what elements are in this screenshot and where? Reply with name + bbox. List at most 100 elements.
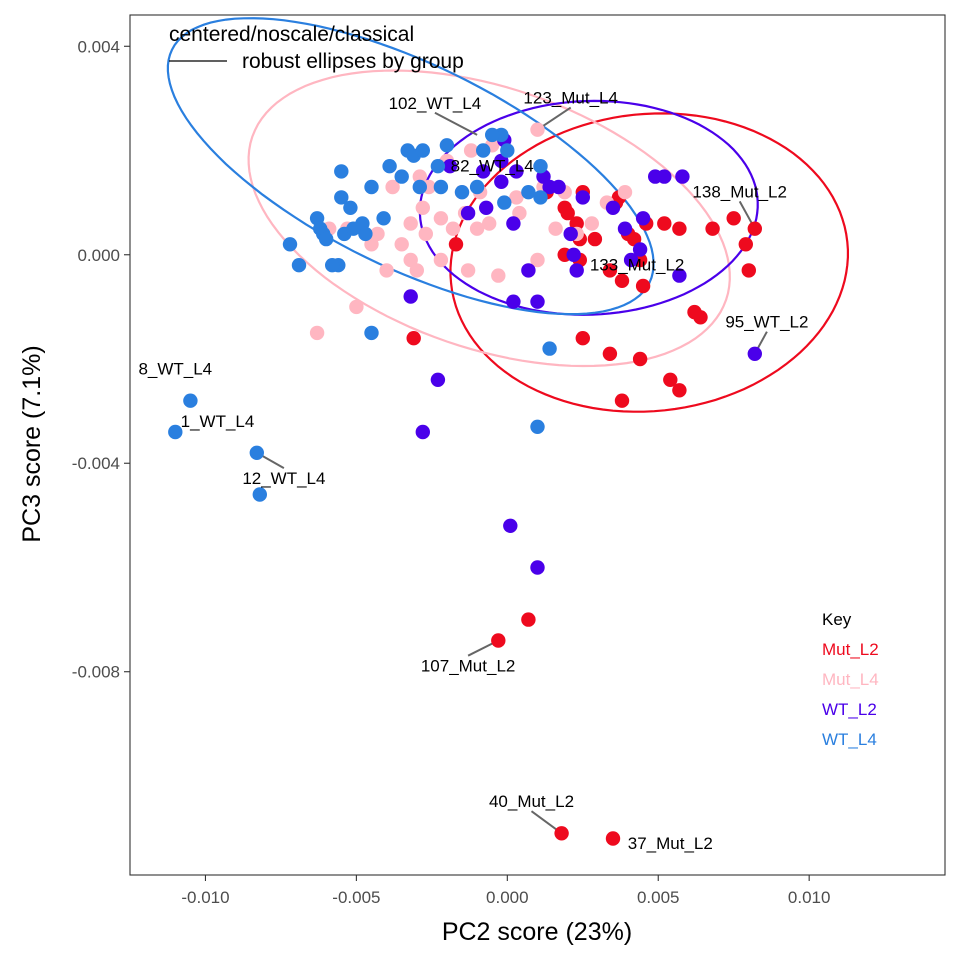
subtitle-line-1: centered/noscale/classical — [169, 23, 414, 46]
legend-item-mut-l4: Mut_L4 — [822, 670, 879, 689]
x-axis-title: PC2 score (23%) — [442, 918, 632, 946]
point-wt-l4 — [364, 179, 379, 195]
point-wt-l4 — [433, 179, 449, 195]
x-tick-label: 0.010 — [788, 888, 831, 907]
point-mut-l2 — [626, 231, 642, 247]
point-wt-l2 — [403, 289, 418, 304]
point-wt-l4 — [430, 159, 446, 174]
point-mut-l4 — [433, 252, 449, 268]
y-tick-label: -0.008 — [72, 663, 120, 682]
point-mut-l4 — [433, 211, 449, 226]
y-tick-label: 0.000 — [77, 246, 120, 265]
point-wt-l2 — [530, 560, 545, 575]
axes-layer: -0.010 -0.005 0.000 0.005 0.010 0.004 0.000 -0.… — [72, 37, 831, 907]
point-wt-l4 — [542, 341, 557, 356]
panel-border — [129, 14, 946, 876]
ellipse-mut-l2 — [449, 112, 849, 413]
point-wt-l2 — [521, 263, 536, 278]
point-wt-l2 — [509, 164, 524, 179]
point-wt-l4 — [454, 185, 470, 200]
point-mut-l2 — [560, 205, 575, 221]
point-wt-l4 — [291, 258, 307, 273]
point-mut-l4 — [469, 221, 485, 236]
point-wt-l2 — [476, 164, 491, 179]
point-wt-l2 — [442, 159, 458, 174]
point-mut-l4 — [584, 216, 599, 231]
point-wt-l2 — [506, 294, 521, 309]
point-wt-l2 — [635, 211, 651, 226]
point-wt-l2 — [747, 346, 762, 361]
point-mut-l2 — [521, 612, 536, 627]
point-mut-l4 — [617, 185, 633, 200]
point-mut-l4 — [409, 263, 424, 278]
point-label: 138_Mut_L2 — [692, 182, 787, 201]
point-label: 1_WT_L4 — [181, 412, 255, 431]
legend: Key Mut_L2 Mut_L4 WT_L2 WT_L4 — [822, 610, 879, 749]
leader-line — [434, 111, 478, 136]
point-wt-l4 — [334, 190, 349, 205]
point-mut-l4 — [364, 237, 379, 252]
legend-item-wt-l2: WT_L2 — [822, 700, 877, 719]
point-wt-l4 — [346, 221, 361, 236]
point-label: 123_Mut_L4 — [523, 89, 618, 108]
point-wt-l4 — [533, 190, 548, 205]
point-mut-l2 — [705, 221, 720, 236]
point-wt-l2 — [494, 174, 509, 189]
point-mut-l2 — [602, 346, 618, 361]
point-mut-l4 — [530, 252, 545, 268]
point-mut-l2 — [406, 331, 421, 346]
point-mut-l4 — [349, 299, 364, 315]
point-wt-l2 — [563, 226, 578, 242]
y-axis-title: PC3 score (7.1%) — [18, 345, 46, 542]
legend-item-wt-l4: WT_L4 — [822, 730, 877, 749]
point-mut-l4 — [412, 169, 427, 184]
point-wt-l2 — [479, 200, 494, 215]
point-mut-l4 — [394, 237, 409, 252]
point-mut-l2 — [687, 304, 702, 320]
point-label: 40_Mut_L2 — [489, 792, 574, 811]
y-tick-label: 0.004 — [77, 37, 120, 56]
legend-title: Key — [822, 610, 852, 629]
point-wt-l2 — [494, 153, 509, 169]
point-mut-l2 — [587, 231, 603, 247]
ellipse-mut-l4 — [247, 69, 731, 368]
point-wt-l2 — [632, 242, 648, 257]
point-mut-l2 — [614, 393, 630, 408]
point-label: 8_WT_L4 — [138, 360, 212, 379]
point-mut-l4 — [403, 252, 418, 268]
point-wt-l4 — [497, 195, 512, 210]
point-label: 12_WT_L4 — [242, 469, 325, 488]
point-wt-l4 — [249, 445, 264, 460]
point-mut-l2 — [663, 372, 678, 387]
point-mut-l4 — [463, 143, 479, 158]
point-label: 82_WT_L4 — [451, 156, 534, 175]
point-mut-l2 — [554, 826, 569, 841]
point-wt-l4 — [382, 159, 397, 174]
point-mut-l4 — [445, 221, 461, 236]
point-wt-l4 — [439, 138, 455, 153]
point-mut-l4 — [403, 216, 418, 231]
point-mut-l4 — [491, 268, 506, 283]
point-mut-l2 — [747, 221, 762, 236]
point-wt-l4 — [334, 164, 349, 179]
x-tick-label: -0.005 — [332, 888, 380, 907]
point-mut-l2 — [605, 831, 621, 846]
point-mut-l4 — [385, 179, 400, 195]
point-wt-l2 — [506, 216, 521, 231]
point-mut-l4 — [509, 190, 524, 205]
x-tick-label: 0.000 — [486, 888, 529, 907]
point-mut-l4 — [482, 216, 497, 231]
point-wt-l4 — [325, 258, 340, 273]
point-label: 37_Mut_L2 — [628, 834, 713, 853]
point-label: 95_WT_L2 — [725, 313, 808, 332]
point-mut-l4 — [370, 226, 385, 242]
point-wt-l2 — [460, 205, 476, 221]
point-mut-l2 — [726, 211, 741, 226]
point-wt-l4 — [485, 127, 500, 143]
point-wt-l2 — [415, 424, 430, 440]
point-wt-l2 — [569, 263, 584, 278]
x-tick-label: 0.005 — [637, 888, 680, 907]
point-labels-layer: 102_WT_L4 123_Mut_L4 82_WT_L4 138_Mut_L2 133… — [138, 89, 808, 853]
point-wt-l2 — [430, 372, 446, 387]
